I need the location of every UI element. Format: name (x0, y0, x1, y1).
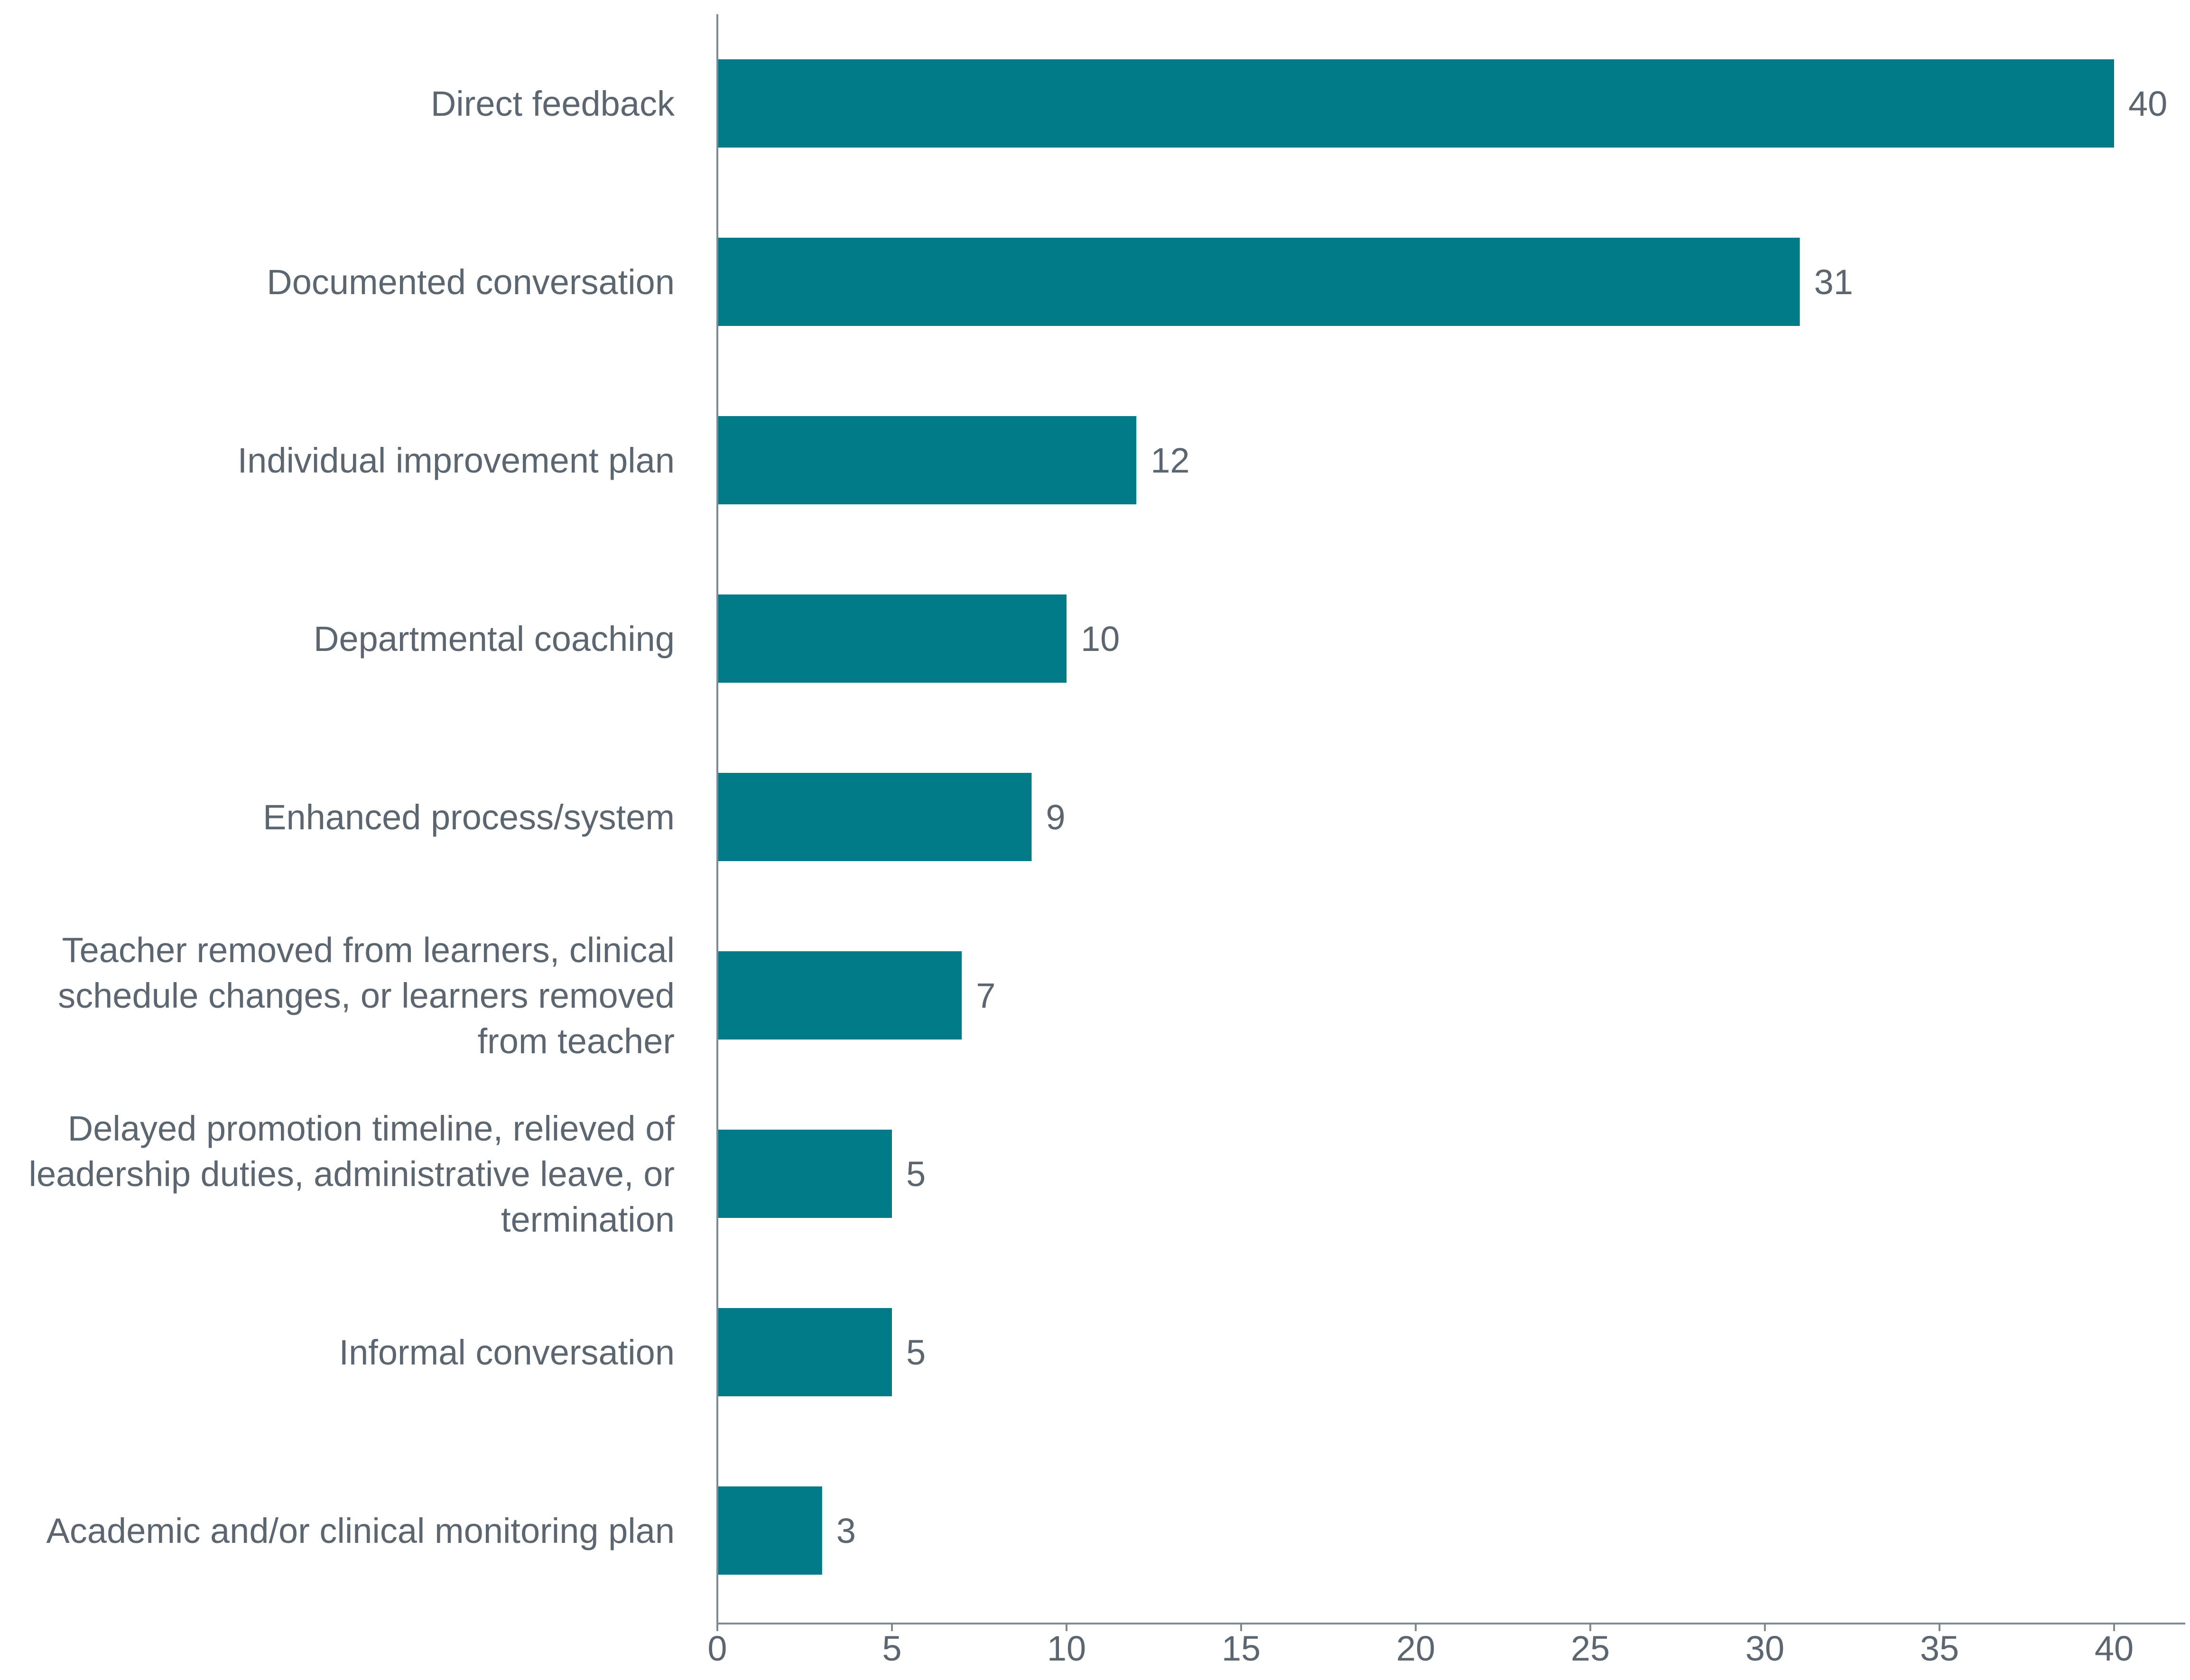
data-label: 7 (976, 976, 995, 1015)
category-label: Departmental coaching (314, 619, 675, 659)
axis-layer: 0 5 10 15 20 25 30 35 40 (707, 14, 2185, 1668)
data-label: 3 (836, 1511, 856, 1550)
bar (717, 59, 2114, 148)
x-tick-label: 25 (1571, 1629, 1610, 1668)
x-tick-label: 40 (2095, 1629, 2134, 1668)
bar (717, 238, 1800, 326)
category-label: Academic and/or clinical monitoring plan (46, 1511, 675, 1550)
category-label: Direct feedback (431, 84, 675, 123)
data-label: 5 (906, 1154, 926, 1194)
data-label: 9 (1046, 798, 1065, 837)
x-tick-label: 0 (707, 1629, 727, 1668)
x-tick-label: 10 (1047, 1629, 1086, 1668)
x-tick-label: 30 (1745, 1629, 1784, 1668)
category-label: Documented conversation (267, 262, 675, 302)
bars-layer (717, 59, 2114, 1575)
data-label: 12 (1151, 441, 1189, 480)
category-label: Delayed promotion timeline, relieved of l… (29, 1109, 675, 1239)
bar (717, 1308, 892, 1396)
category-label: Enhanced process/system (263, 798, 675, 837)
bar (717, 773, 1032, 861)
data-label: 40 (2128, 84, 2167, 123)
category-label: Individual improvement plan (238, 441, 675, 480)
data-label: 10 (1081, 619, 1120, 659)
x-tick-label: 20 (1396, 1629, 1435, 1668)
x-tick-label: 15 (1222, 1629, 1261, 1668)
x-tick-label: 35 (1920, 1629, 1959, 1668)
x-tick-label: 5 (882, 1629, 901, 1668)
bar (717, 1130, 892, 1218)
bar (717, 1486, 822, 1575)
category-label: Informal conversation (339, 1333, 675, 1372)
data-label: 5 (906, 1333, 926, 1372)
bar (717, 951, 962, 1040)
data-label: 31 (1814, 262, 1853, 302)
labels-layer: 40 Direct feedback 31 Documented conversati… (29, 84, 2168, 1550)
bar (717, 594, 1067, 683)
category-label: Teacher removed from learners, clinical s… (58, 930, 675, 1061)
bar (717, 416, 1137, 504)
